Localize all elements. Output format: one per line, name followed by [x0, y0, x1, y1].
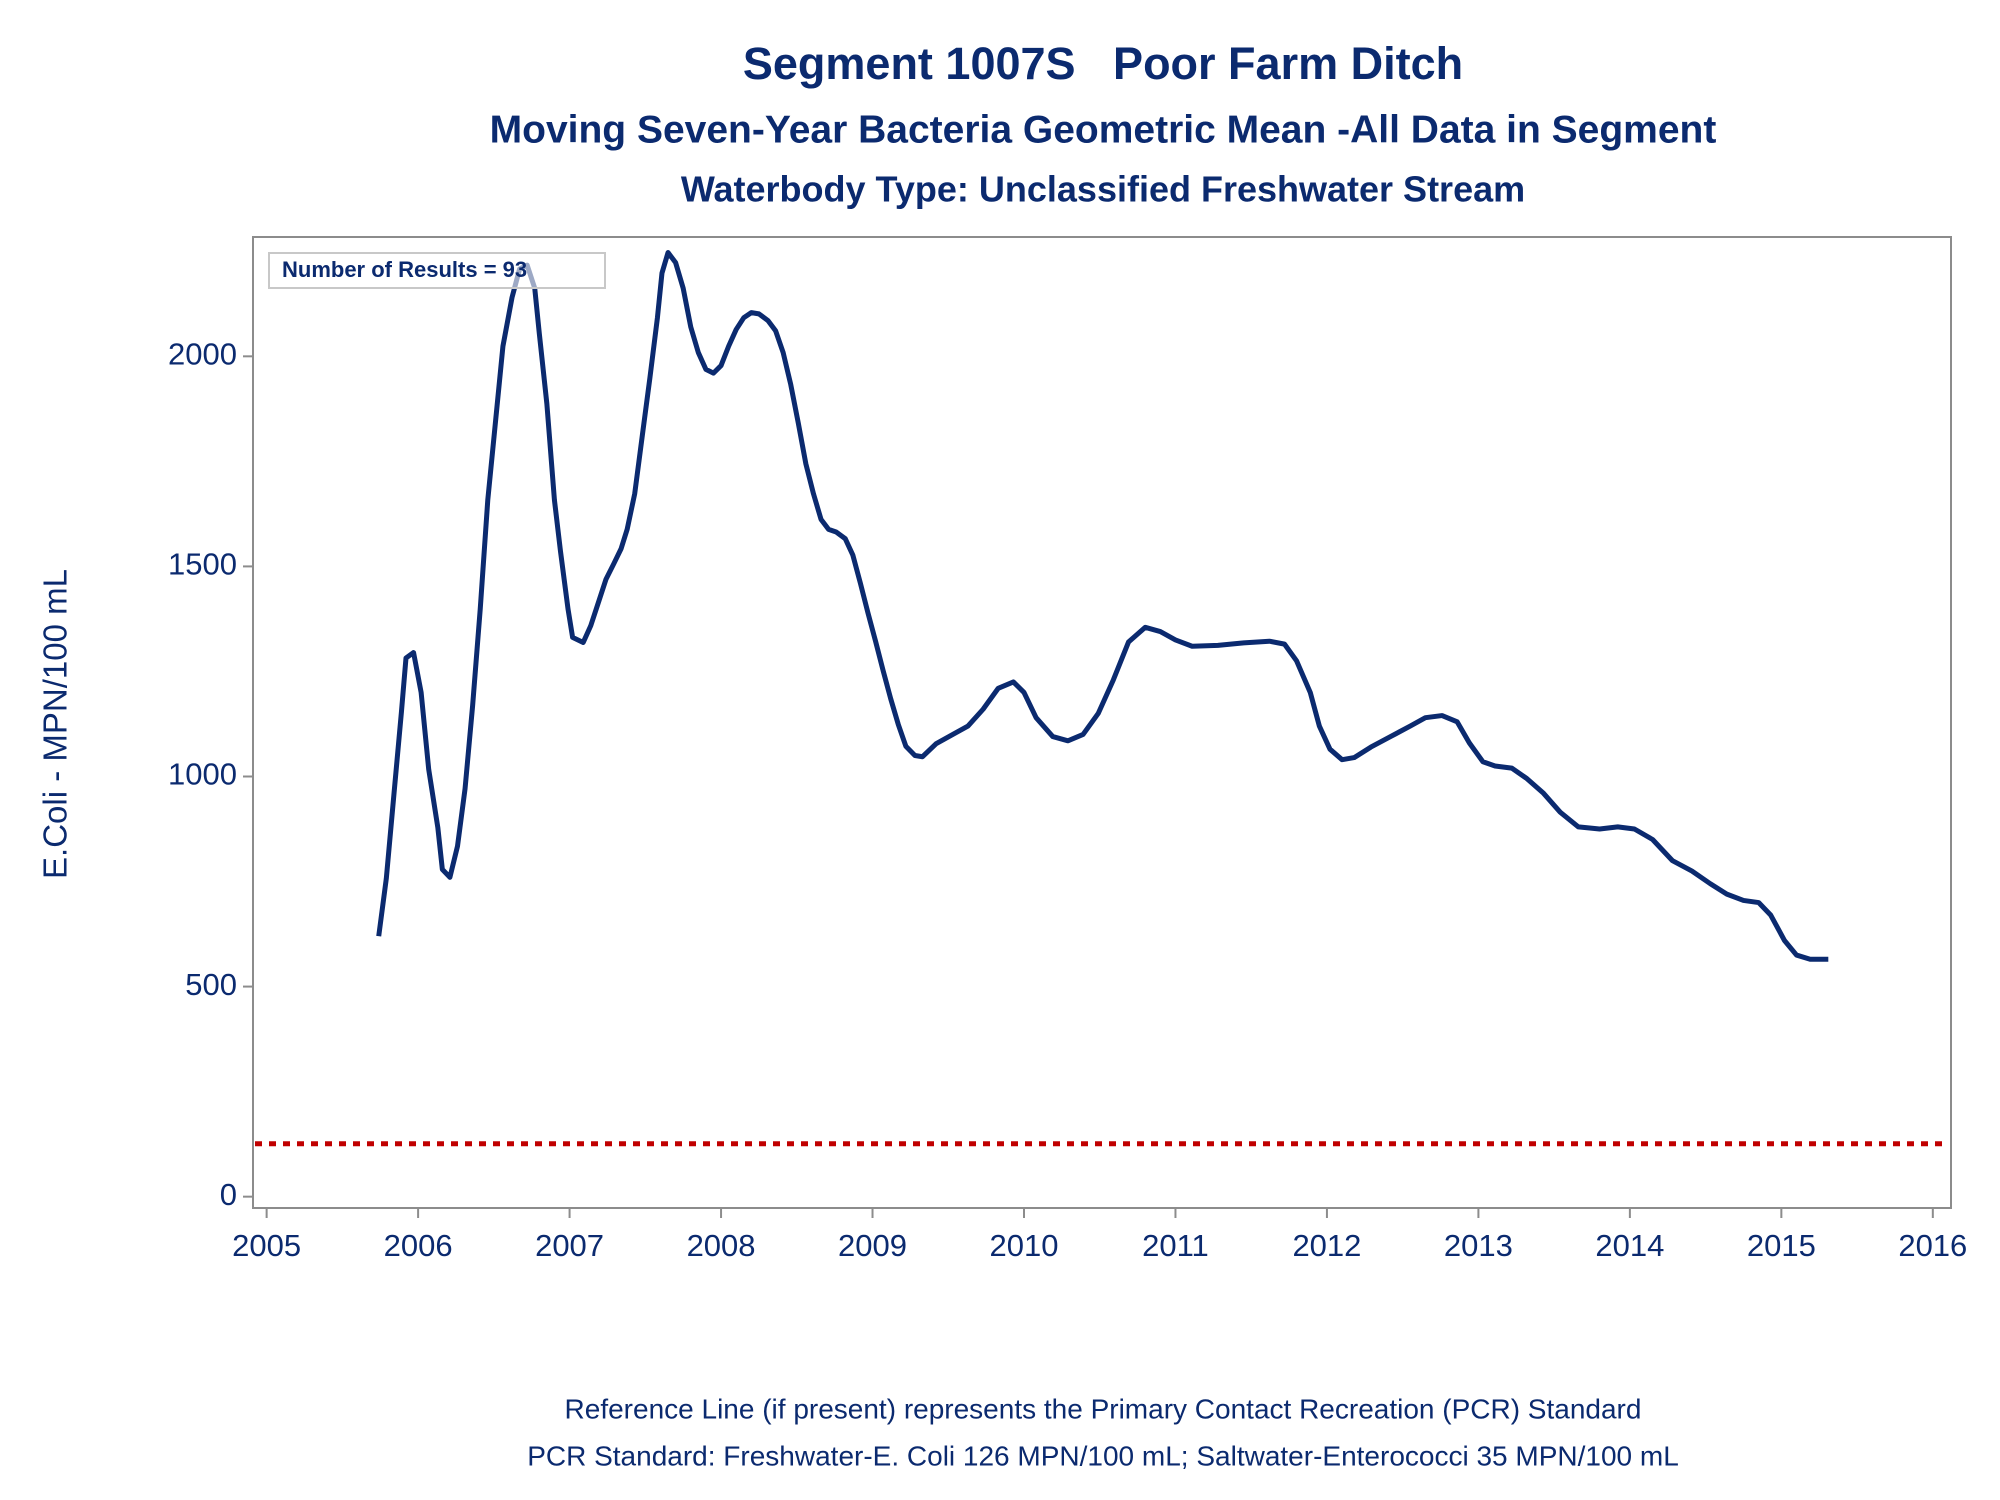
- x-tick-label: 2011: [1142, 1228, 1209, 1263]
- x-tick-label: 2010: [990, 1228, 1059, 1263]
- chart-subtitle: Moving Seven-Year Bacteria Geometric Mea…: [490, 108, 1717, 151]
- x-tick-label: 2012: [1292, 1228, 1361, 1263]
- y-tick-label: 0: [220, 1177, 237, 1212]
- annotation: Number of Results = 93: [282, 257, 527, 282]
- x-tick-label: 2009: [838, 1228, 907, 1263]
- chart-title: Segment 1007S Poor Farm Ditch: [743, 38, 1463, 89]
- x-tick-label: 2008: [687, 1228, 756, 1263]
- footnote: PCR Standard: Freshwater-E. Coli 126 MPN…: [527, 1440, 1679, 1471]
- x-tick-label: 2014: [1595, 1228, 1664, 1263]
- x-tick-label: 2007: [535, 1228, 604, 1263]
- x-tick-label: 2016: [1898, 1228, 1967, 1263]
- data-line: [376, 250, 1829, 962]
- y-tick-label: 2000: [168, 337, 237, 372]
- x-tick-label: 2005: [232, 1228, 301, 1263]
- footnote: Reference Line (if present) represents t…: [565, 1393, 1642, 1424]
- x-tick-label: 2013: [1444, 1228, 1513, 1263]
- annotation-box: [268, 252, 606, 289]
- plot-frame: [252, 236, 1952, 1209]
- y-axis-label: E.Coli - MPN/100 mL: [37, 569, 74, 879]
- y-tick-label: 1000: [168, 757, 237, 792]
- y-tick-label: 500: [185, 967, 237, 1002]
- x-tick-label: 2015: [1747, 1228, 1816, 1263]
- x-tick-label: 2006: [384, 1228, 453, 1263]
- chart-subtitle: Waterbody Type: Unclassified Freshwater …: [681, 169, 1525, 210]
- y-tick-label: 1500: [168, 547, 237, 582]
